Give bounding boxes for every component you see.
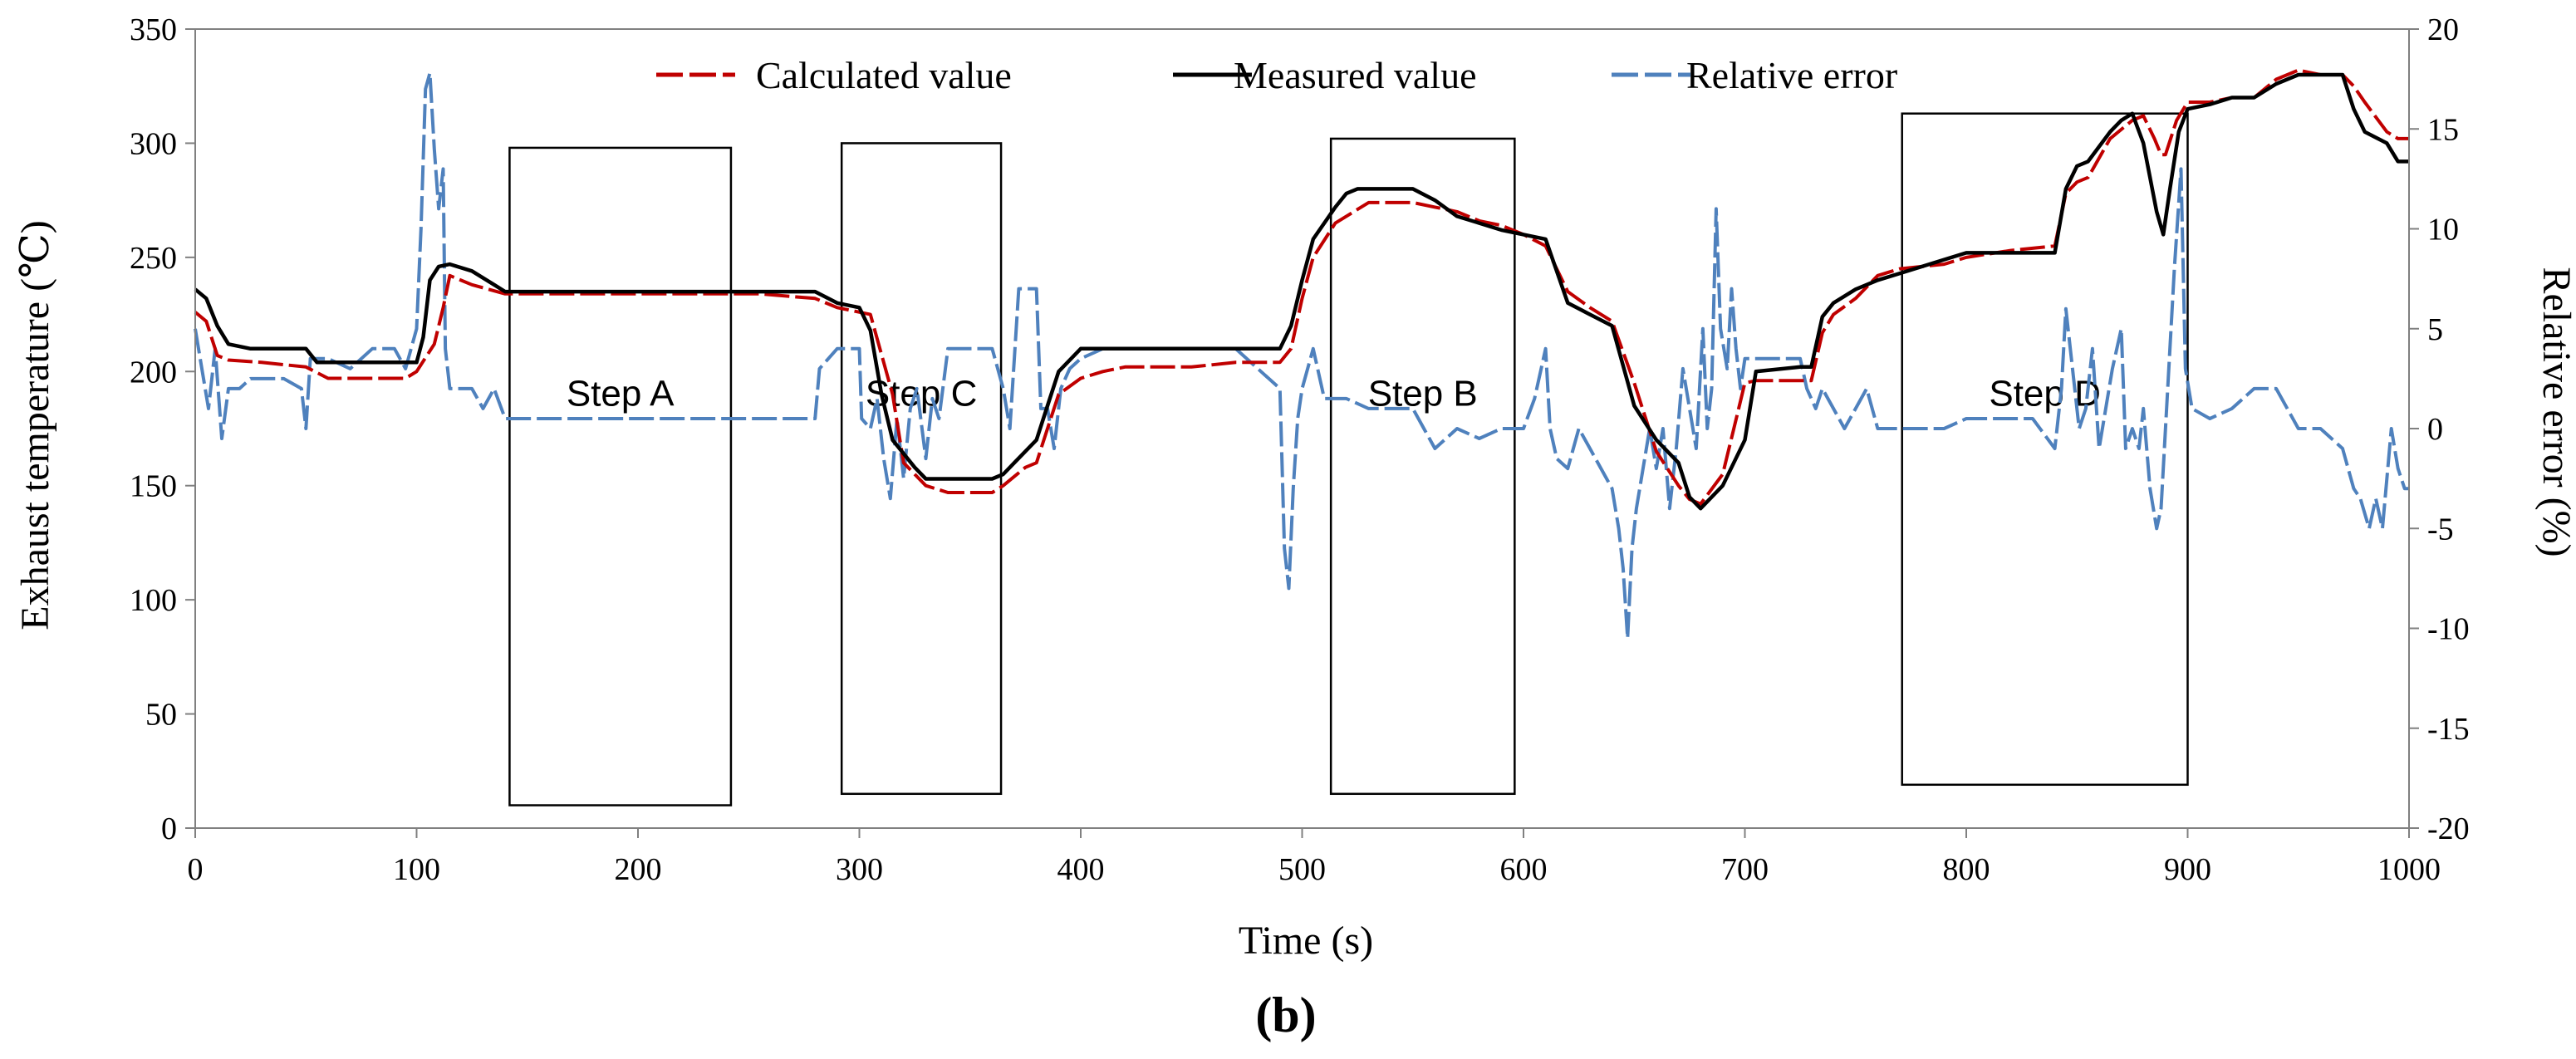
y2-tick-label-6: 10 [2427, 213, 2459, 248]
y-tick-label-0: 0 [161, 811, 177, 846]
chart-axes [185, 28, 2419, 838]
legend-label-2: Relative error [1686, 54, 1897, 96]
y-tick-label-5: 250 [130, 241, 177, 276]
y-tick-label-3: 150 [130, 469, 177, 504]
y2-tick-label-2: -10 [2427, 612, 2470, 647]
y-tick-label-2: 100 [130, 583, 177, 618]
y2-axis-title: Relative error (%) [2534, 267, 2576, 556]
series-line-2 [194, 71, 2409, 640]
y2-tick-label-5: 5 [2427, 312, 2443, 347]
step-annotations: Step A Step C Step B Step D [508, 112, 2189, 807]
step-box-0 [508, 146, 733, 807]
y2-tick-label-3: -5 [2427, 512, 2454, 547]
step-label-2: Step B [1368, 374, 1478, 414]
legend-label-0: Calculated value [756, 54, 1012, 96]
x-tick-label-8: 800 [1943, 852, 1990, 887]
legend-label-1: Measured value [1234, 54, 1477, 96]
step-box-3 [1901, 112, 2189, 787]
y-tick-label-1: 50 [145, 698, 177, 733]
y2-tick-label-0: -20 [2427, 811, 2470, 846]
x-axis-title: Time (s) [1239, 919, 1373, 963]
step-box-1 [840, 142, 1003, 796]
tick-labels: 0 100 200 300 400 500 600 700 800 900 100005010015… [130, 12, 2470, 887]
x-tick-label-9: 900 [2164, 852, 2211, 887]
chart-series [194, 68, 2409, 640]
y2-tick-label-8: 20 [2427, 12, 2459, 47]
plot-frame [194, 28, 2410, 829]
x-tick-label-4: 400 [1057, 852, 1105, 887]
y2-tick-label-1: -15 [2427, 712, 2470, 747]
y-tick-label-6: 300 [130, 126, 177, 161]
step-label-0: Step A [567, 374, 675, 414]
step-box-2 [1329, 137, 1516, 796]
chart-legend: Calculated value Measured value Relative e… [656, 54, 1897, 96]
x-tick-label-3: 300 [836, 852, 883, 887]
series-line-1 [194, 72, 2409, 511]
x-tick-label-0: 0 [188, 852, 204, 887]
y-tick-label-7: 350 [130, 12, 177, 47]
figure-caption: (b) [1255, 988, 1316, 1042]
y-tick-label-4: 200 [130, 355, 177, 390]
step-label-3: Step D [1989, 374, 2101, 414]
x-tick-label-7: 700 [1721, 852, 1769, 887]
y2-tick-label-4: 0 [2427, 412, 2443, 447]
x-tick-label-1: 100 [393, 852, 440, 887]
x-tick-label-10: 1000 [2377, 852, 2441, 887]
x-tick-label-2: 200 [615, 852, 662, 887]
x-tick-label-6: 600 [1500, 852, 1548, 887]
y-axis-title: Exhaust temperature (℃) [13, 220, 57, 630]
x-tick-label-5: 500 [1278, 852, 1326, 887]
y2-tick-label-7: 15 [2427, 112, 2459, 147]
